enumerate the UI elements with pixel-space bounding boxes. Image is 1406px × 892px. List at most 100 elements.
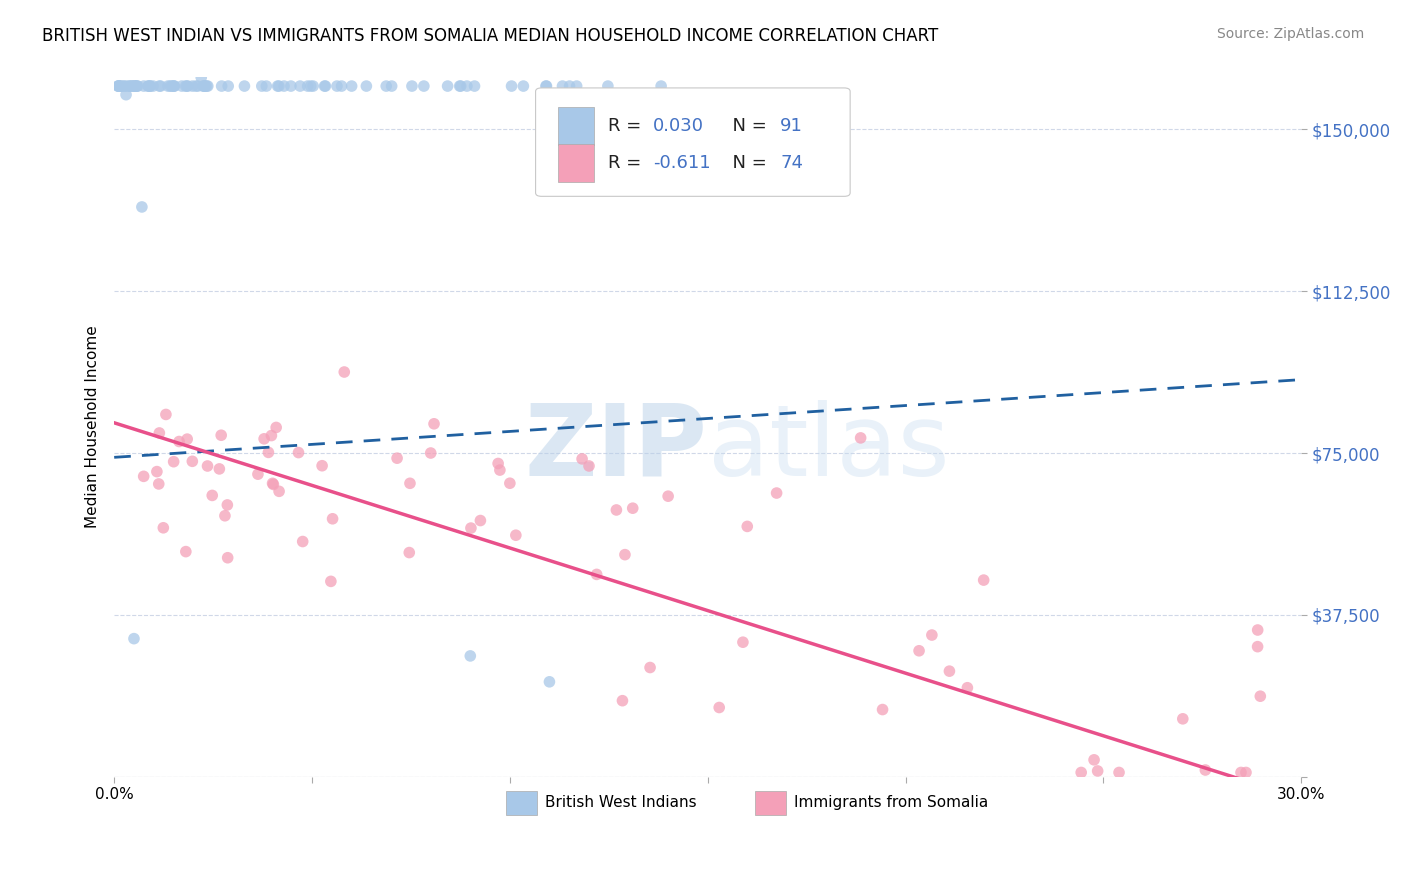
Point [191, 78, 214, 93]
Point [499, 476, 522, 491]
Text: Source: ZipAtlas.com: Source: ZipAtlas.com [1216, 27, 1364, 41]
Point [605, 503, 627, 517]
Point [735, 519, 758, 533]
Point [167, 434, 190, 449]
Point [412, 78, 434, 93]
Y-axis label: Median Household Income: Median Household Income [86, 326, 100, 528]
Point [122, 632, 145, 646]
Point [108, 78, 131, 93]
Point [115, 87, 138, 102]
Point [107, 78, 129, 93]
Point [436, 78, 458, 93]
Point [299, 78, 322, 93]
Point [208, 462, 231, 476]
Point [1194, 763, 1216, 777]
Point [423, 417, 446, 431]
Text: British West Indians: British West Indians [546, 795, 697, 810]
Point [267, 78, 290, 93]
Point [1171, 712, 1194, 726]
Point [112, 78, 135, 93]
Text: 0.030: 0.030 [654, 117, 704, 135]
Point [246, 467, 269, 482]
Point [201, 488, 224, 502]
Point [1070, 765, 1092, 780]
Point [621, 501, 644, 516]
Point [302, 78, 325, 93]
Point [340, 78, 363, 93]
Point [538, 674, 561, 689]
Text: Immigrants from Somalia: Immigrants from Somalia [794, 795, 988, 810]
Point [596, 78, 619, 93]
Point [125, 78, 148, 93]
Point [149, 78, 172, 93]
Point [146, 465, 169, 479]
FancyBboxPatch shape [506, 791, 537, 815]
FancyBboxPatch shape [536, 88, 851, 196]
Point [489, 463, 512, 477]
Point [266, 78, 288, 93]
Point [585, 567, 607, 582]
Text: 91: 91 [780, 117, 803, 135]
Point [138, 78, 160, 93]
Point [163, 78, 186, 93]
Point [1249, 689, 1271, 703]
Point [217, 78, 239, 93]
Text: R =: R = [607, 117, 647, 135]
Point [190, 70, 212, 85]
Point [1246, 640, 1268, 654]
Point [1108, 765, 1130, 780]
Point [765, 486, 787, 500]
Point [193, 78, 215, 93]
Point [1247, 623, 1270, 637]
Point [501, 78, 523, 93]
Point [195, 78, 218, 93]
Point [731, 635, 754, 649]
Point [319, 574, 342, 589]
Point [709, 700, 731, 714]
Text: ZIP: ZIP [524, 400, 707, 497]
Point [197, 458, 219, 473]
Point [849, 431, 872, 445]
Point [176, 432, 198, 446]
Point [872, 702, 894, 716]
Point [551, 78, 574, 93]
Point [291, 534, 314, 549]
Point [650, 78, 672, 93]
Point [194, 78, 217, 93]
Point [107, 78, 129, 93]
Point [132, 469, 155, 483]
Point [486, 457, 509, 471]
Text: atlas: atlas [707, 400, 949, 497]
Point [121, 78, 143, 93]
Point [181, 454, 204, 468]
Point [1234, 765, 1257, 780]
Point [155, 408, 177, 422]
Point [214, 508, 236, 523]
Point [322, 512, 344, 526]
Point [398, 545, 420, 559]
Point [142, 78, 165, 93]
Point [115, 78, 138, 93]
Point [264, 420, 287, 434]
Point [262, 477, 284, 491]
Point [419, 446, 441, 460]
Point [139, 78, 162, 93]
Text: 74: 74 [780, 154, 803, 172]
Point [176, 78, 198, 93]
Point [973, 573, 995, 587]
Point [217, 498, 239, 512]
FancyBboxPatch shape [558, 144, 593, 182]
FancyBboxPatch shape [558, 107, 593, 145]
Point [450, 78, 472, 93]
Text: BRITISH WEST INDIAN VS IMMIGRANTS FROM SOMALIA MEDIAN HOUSEHOLD INCOME CORRELATI: BRITISH WEST INDIAN VS IMMIGRANTS FROM S… [42, 27, 938, 45]
Point [148, 477, 170, 491]
Point [156, 78, 179, 93]
Point [112, 78, 135, 93]
Point [330, 78, 353, 93]
Point [187, 78, 209, 93]
Point [152, 521, 174, 535]
Point [356, 78, 378, 93]
Text: R =: R = [607, 154, 647, 172]
Point [110, 78, 132, 93]
Point [267, 484, 290, 499]
